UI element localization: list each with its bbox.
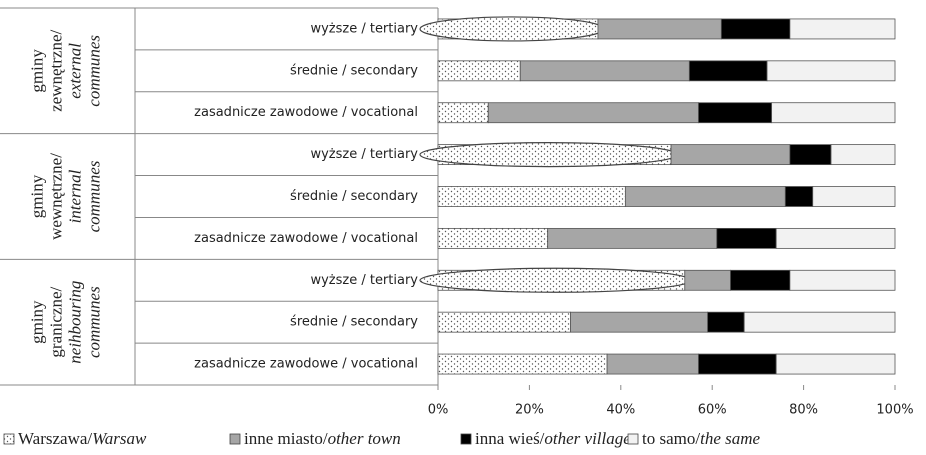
category-label: wyższe / tertiary — [310, 147, 418, 162]
bar-segment — [437, 227, 549, 249]
bar-segment — [437, 60, 521, 82]
bar-segment — [720, 18, 791, 40]
category-label: wyższe / tertiary — [310, 21, 418, 36]
bar-segment — [707, 311, 745, 333]
bar-segment — [519, 60, 690, 82]
legend-label-pl: inna wieś/ — [475, 429, 545, 448]
legend-label: inna wieś/other village — [475, 429, 631, 448]
x-tick-label: 80% — [789, 403, 818, 418]
category-label: średnie / secondary — [290, 189, 418, 204]
category-label: zasadnicze zawodowe / vocational — [194, 231, 418, 246]
bar-segment — [716, 227, 777, 249]
group-label: gminy — [27, 49, 46, 93]
bar-segment — [570, 311, 709, 333]
legend-label-pl: to samo/ — [642, 429, 700, 448]
group-label: communes — [84, 160, 103, 232]
legend-swatch — [3, 433, 15, 445]
category-label: wyższe / tertiary — [310, 273, 418, 288]
bar-segment — [437, 186, 626, 207]
bar-segment — [487, 102, 699, 124]
bar-segment — [624, 186, 786, 207]
bar-segment — [547, 227, 718, 249]
x-tick-label: 0% — [428, 403, 449, 418]
group-label: zewnętrzne/ — [46, 30, 65, 112]
x-tick-label: 20% — [515, 403, 544, 418]
bar-segment — [812, 186, 896, 207]
bar-segment — [771, 102, 896, 124]
group-label: neihbouring — [65, 281, 84, 364]
group-label: wewnętrzne/ — [46, 153, 65, 240]
bar-segment — [830, 144, 896, 166]
group-label: internal — [65, 169, 84, 223]
highlight-ellipse — [419, 142, 678, 168]
category-label: zasadnicze zawodowe / vocational — [194, 105, 418, 120]
legend-label-en: other town — [328, 429, 401, 448]
legend-label-pl: Warszawa/ — [18, 429, 92, 448]
category-label: średnie / secondary — [290, 63, 418, 78]
legend-swatch — [229, 433, 241, 445]
bar-segment — [784, 186, 814, 207]
x-tick-label: 100% — [876, 403, 913, 418]
highlight-ellipse — [419, 16, 605, 42]
bar-segment — [597, 18, 722, 40]
x-tick-label: 40% — [606, 403, 635, 418]
bar-segment — [789, 18, 896, 40]
legend-label-en: the same — [700, 429, 760, 448]
bar-segment — [766, 60, 896, 82]
bar-segment — [606, 353, 699, 375]
legend-label: Warszawa/Warsaw — [18, 429, 147, 448]
legend-label: to samo/the same — [642, 429, 761, 448]
bar-segment — [684, 269, 731, 291]
group-label: external — [65, 43, 84, 99]
legend-swatch — [460, 433, 472, 445]
legend-label: inne miasto/other town — [244, 429, 401, 448]
category-label: średnie / secondary — [290, 315, 418, 330]
group-label: communes — [84, 35, 103, 107]
bar-segment — [743, 311, 896, 333]
bar-segment — [437, 353, 608, 375]
bar-segment — [730, 269, 791, 291]
group-label: gminy — [27, 174, 46, 218]
legend-label-pl: inne miasto/ — [244, 429, 328, 448]
bar-segment — [789, 144, 832, 166]
bar-segment — [670, 144, 791, 166]
legend-label-en: other village — [544, 429, 631, 448]
bar-segment — [698, 102, 773, 124]
category-label: zasadnicze zawodowe / vocational — [194, 357, 418, 372]
bar-segment — [698, 353, 777, 375]
legend-label-en: Warsaw — [92, 429, 147, 448]
bar-segment — [775, 353, 896, 375]
bar-segment — [789, 269, 896, 291]
group-label: gminy — [27, 300, 46, 344]
bar-segment — [775, 227, 896, 249]
bar-segment — [437, 311, 571, 333]
highlight-ellipse — [419, 267, 692, 293]
bar-segment — [688, 60, 768, 82]
group-label: communes — [84, 286, 103, 358]
group-label: graniczne/ — [46, 286, 65, 357]
x-tick-label: 60% — [698, 403, 727, 418]
legend-swatch — [627, 433, 639, 445]
bar-segment — [437, 102, 489, 124]
